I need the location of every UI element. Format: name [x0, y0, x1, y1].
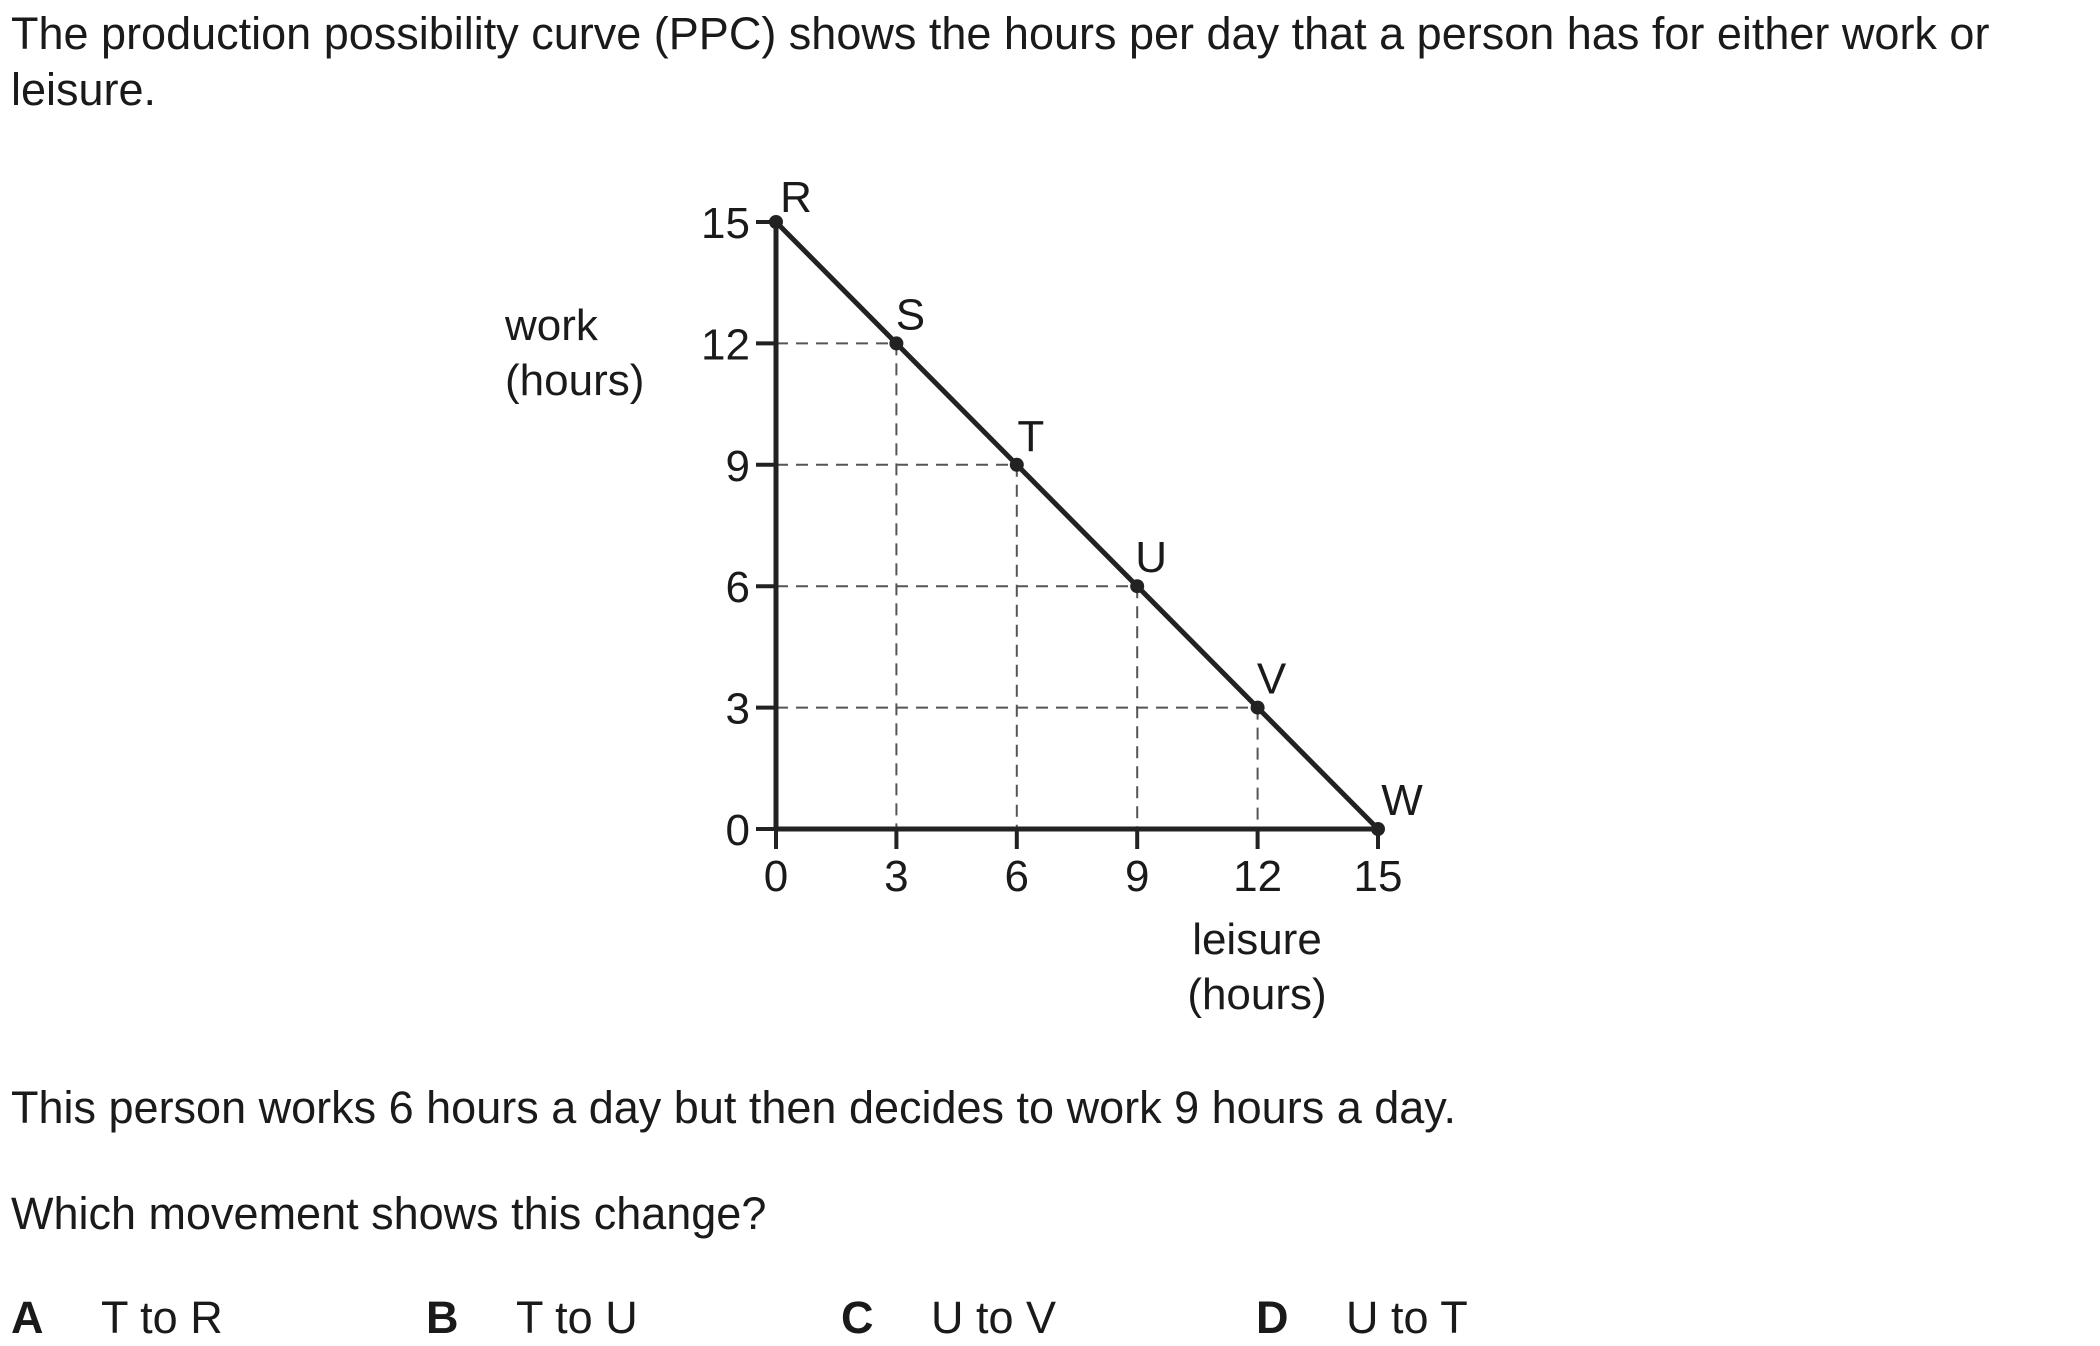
point-label: T — [1017, 412, 1044, 461]
x-tick-label: 15 — [1354, 852, 1403, 901]
x-axis-label: (hours) — [1187, 970, 1326, 1019]
guide-lines — [776, 342, 1259, 829]
point-u — [1130, 579, 1145, 594]
point-label: V — [1257, 655, 1287, 704]
option-letter: B — [426, 1292, 459, 1343]
y-tick-label: 3 — [726, 685, 750, 734]
x-tick-label: 0 — [764, 852, 788, 901]
x-axis-label: leisure — [1192, 915, 1322, 964]
y-axis-label: work — [504, 301, 599, 350]
point-label: W — [1381, 776, 1423, 825]
question-intro: The production possibility curve (PPC) s… — [11, 8, 1990, 115]
y-axis-label: (hours) — [505, 356, 644, 405]
option-letter: D — [1256, 1292, 1289, 1343]
point-s — [889, 336, 904, 351]
option-text: U to V — [931, 1292, 1057, 1343]
y-tick-label: 9 — [726, 442, 750, 491]
point-label: U — [1135, 533, 1167, 582]
option-text: T to U — [516, 1292, 638, 1343]
option-text: U to T — [1346, 1292, 1468, 1343]
point-r — [769, 215, 783, 229]
question-statement: This person works 6 hours a day but then… — [11, 1082, 1456, 1133]
point-t — [1009, 457, 1024, 472]
question-prompt: Which movement shows this change? — [11, 1188, 767, 1239]
x-tick-label: 9 — [1125, 852, 1149, 901]
x-tick-label: 3 — [884, 852, 908, 901]
option-letter: A — [11, 1292, 44, 1343]
ppc-line-group — [774, 220, 1380, 831]
option-text: T to R — [101, 1292, 223, 1343]
ppc-line — [774, 220, 1380, 831]
option-letter: C — [841, 1292, 874, 1343]
point-w — [1371, 822, 1385, 836]
y-tick-label: 12 — [701, 320, 750, 369]
point-label: R — [780, 173, 812, 222]
data-points — [769, 215, 1385, 836]
x-tick-label: 6 — [1005, 852, 1029, 901]
y-tick-label: 6 — [726, 563, 750, 612]
y-tick-label: 0 — [726, 806, 750, 855]
axes: 0 3 6 9 12 15 0 3 6 9 12 15 — [701, 199, 1402, 901]
y-tick-label: 15 — [701, 199, 750, 248]
x-tick-label: 12 — [1233, 852, 1282, 901]
point-label: S — [896, 290, 925, 339]
point-v — [1250, 700, 1265, 715]
